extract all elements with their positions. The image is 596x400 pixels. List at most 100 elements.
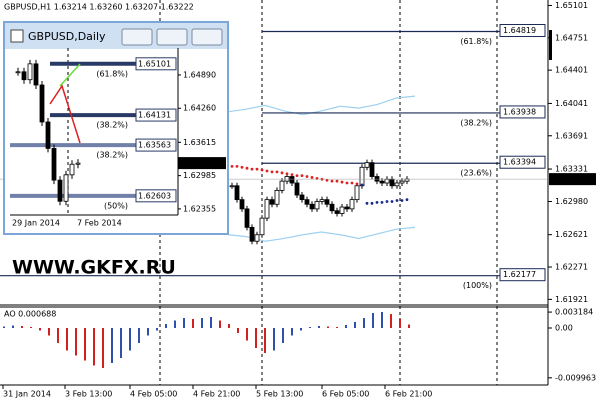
candle-body [334, 210, 340, 214]
scroll-marker [549, 30, 552, 60]
price-tick-label: 1.62980 [555, 197, 588, 206]
fib-price-label: 1.63938 [503, 107, 536, 116]
ao-bar [165, 324, 167, 328]
time-label: 31 Jan 2014 [3, 390, 51, 399]
candle-body [274, 189, 280, 205]
close-button[interactable] [191, 28, 223, 46]
inset-percent-label: (38.2%) [96, 151, 128, 160]
trail-dot [395, 199, 399, 202]
ao-bar [309, 327, 311, 328]
trail-dot [360, 183, 364, 187]
candle-body [254, 234, 260, 242]
trail-dot [350, 181, 354, 185]
ao-bar [210, 317, 212, 328]
inset-price-box [135, 57, 177, 71]
trail-dot [370, 201, 374, 205]
trail-dot [230, 164, 234, 168]
candle-body [33, 63, 39, 86]
candle-body [234, 185, 240, 201]
candle-body [289, 176, 295, 184]
price-tick-label: 1.64401 [555, 66, 588, 75]
price-tick-label: 1.62271 [555, 263, 588, 272]
inset-title: GBPUSD,Daily [28, 30, 106, 43]
fib-price-box [499, 155, 546, 169]
candle-body [329, 203, 335, 212]
ao-bar [399, 319, 401, 328]
fib-price-label: 1.63394 [503, 158, 536, 167]
candle-body [379, 180, 385, 184]
trail-dot [240, 165, 244, 169]
ao-bar [408, 324, 410, 328]
ao-bar [237, 328, 239, 333]
ao-bar [390, 314, 392, 328]
price-tick-label: 1.62621 [555, 230, 588, 239]
fib-price-box [499, 24, 546, 38]
inset-percent-label: (50%) [104, 201, 128, 210]
ao-bar [183, 318, 185, 328]
watermark: WWW.GKFX.RU [12, 257, 176, 279]
candle-body [39, 84, 45, 123]
current-price-box [549, 173, 596, 186]
inset-price-box [135, 138, 177, 152]
candle-body [389, 178, 395, 187]
candle-body [364, 162, 370, 168]
time-label: 4 Feb 21:00 [193, 390, 240, 399]
ao-bar [327, 326, 329, 328]
ao-bar [291, 328, 293, 336]
candle-body [75, 162, 81, 165]
inset-date-label: 7 Feb 2014 [77, 219, 122, 228]
ao-bar [372, 313, 374, 328]
ao-bar [228, 324, 230, 328]
candle-body [57, 179, 63, 202]
fib-percent-label: (61.8%) [460, 37, 492, 46]
trail-dot [265, 169, 269, 173]
inset-price-label: 1.64131 [138, 111, 171, 120]
band-line [227, 95, 416, 116]
ao-bar [192, 319, 194, 328]
trail-dot [375, 201, 379, 204]
price-tick-label: 1.63331 [555, 165, 588, 174]
ao-bar [66, 328, 68, 351]
time-label: 6 Feb 05:00 [322, 390, 369, 399]
ao-bar [300, 328, 302, 331]
candle-body [314, 201, 320, 210]
inset-price-label: 1.62603 [138, 191, 171, 200]
fib-percent-label: (100%) [463, 281, 492, 290]
inset-tick-label: 1.62985 [183, 171, 216, 180]
window-icon [10, 29, 24, 43]
candle-body [229, 185, 235, 188]
inset-tick-label: 1.64890 [183, 70, 216, 79]
ao-bar [84, 328, 86, 361]
fib-price-label: 1.64819 [503, 26, 536, 35]
trail-dot [335, 179, 339, 183]
ao-bar [57, 328, 59, 343]
fib-price-box [499, 105, 546, 119]
ao-bar [3, 326, 5, 328]
price-tick-label: 1.65101 [555, 1, 588, 10]
candle-body [294, 182, 300, 196]
candle-body [319, 199, 325, 202]
time-label: 4 Feb 05:00 [130, 390, 177, 399]
ao-bar [39, 328, 41, 331]
ao-bar [147, 328, 149, 336]
trail-dot [355, 182, 359, 186]
candle-body [239, 199, 245, 210]
candle-body [259, 217, 265, 236]
trail-dot [305, 175, 309, 178]
maximize-button[interactable] [156, 28, 188, 46]
trail-dot [280, 171, 284, 175]
minimize-button[interactable] [121, 28, 153, 46]
fib-percent-label: (23.6%) [460, 169, 492, 178]
trail-dot [235, 164, 239, 168]
inset-tick-label: 1.64260 [183, 104, 216, 113]
trail-dot [285, 172, 289, 176]
inset-tick-label: 1.63615 [183, 138, 216, 147]
fib-trendline [49, 84, 81, 144]
trail-dot [325, 178, 329, 182]
trail-dot [380, 201, 384, 204]
time-label: 3 Feb 13:00 [65, 390, 112, 399]
ao-bar [120, 328, 122, 358]
candle-body [279, 180, 285, 191]
candle-body [15, 71, 21, 74]
